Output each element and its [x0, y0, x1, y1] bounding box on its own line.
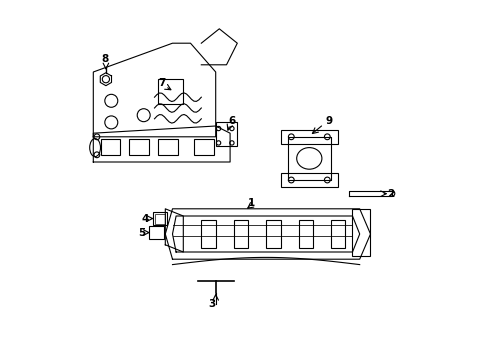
Bar [330, 220, 345, 248]
Text: 4: 4 [142, 213, 149, 224]
Bar [158, 79, 183, 104]
Bar [154, 214, 165, 224]
Bar [280, 173, 337, 187]
Bar [352, 209, 370, 256]
Bar [152, 212, 167, 225]
Bar [201, 220, 215, 248]
Bar [298, 220, 312, 248]
Bar [265, 220, 280, 248]
Text: 1: 1 [247, 198, 255, 208]
Bar [129, 139, 149, 155]
Bar [194, 139, 213, 155]
Bar [215, 122, 237, 146]
Bar [158, 139, 178, 155]
Text: 3: 3 [208, 299, 215, 309]
Bar [233, 220, 247, 248]
Text: 2: 2 [386, 189, 393, 199]
Bar [149, 226, 164, 239]
Text: 5: 5 [138, 228, 145, 238]
Bar [101, 139, 120, 155]
Text: 8: 8 [101, 54, 108, 64]
Text: 6: 6 [228, 116, 235, 126]
Text: 9: 9 [325, 116, 332, 126]
Bar [280, 130, 337, 144]
Text: 7: 7 [158, 78, 165, 88]
